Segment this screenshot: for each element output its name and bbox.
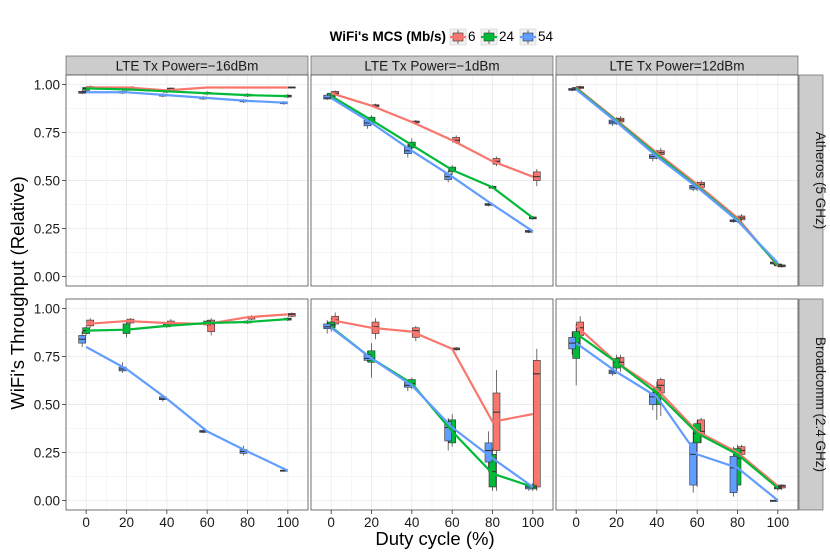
legend-label-6: 6 [468, 29, 476, 44]
y-tick-label: 1.00 [34, 78, 60, 93]
facet-panel [310, 298, 554, 511]
y-axis-title: WiFi's Throughput (Relative) [7, 176, 28, 410]
series-line-24 [330, 95, 534, 219]
box-body [689, 442, 697, 486]
x-tick-label: 80 [240, 515, 255, 530]
x-tick-label: 20 [609, 515, 624, 530]
panel-border [310, 298, 554, 511]
x-tick-label: 60 [200, 515, 215, 530]
facet-panel [65, 298, 309, 511]
facet-strip-row-label: Broadcomm (2.4 GHz) [813, 337, 828, 472]
facet-strip-row-label: Atheros (5 GHz) [813, 132, 828, 230]
y-tick-label: 0.00 [34, 269, 60, 284]
x-axis-title: Duty cycle (%) [375, 528, 494, 549]
y-tick-label: 0.75 [34, 126, 60, 141]
legend-title: WiFi's MCS (Mb/s) [330, 29, 446, 44]
series-line-6 [330, 319, 534, 423]
y-tick-label: 0.50 [34, 174, 60, 189]
x-tick-label: 60 [445, 515, 460, 530]
x-tick-label: 100 [767, 515, 790, 530]
y-tick-label: 0.25 [34, 445, 60, 460]
facet-grid: LTE Tx Power=−16dBm LTE Tx Power=−1dBm LTE… [34, 55, 828, 530]
x-tick-label: 0 [572, 515, 580, 530]
facet-panel [310, 74, 554, 287]
box-body [729, 455, 738, 494]
x-tick-label: 20 [364, 515, 379, 530]
series-line-54 [575, 342, 779, 502]
facet-panel [555, 298, 799, 511]
panel-border [555, 298, 799, 511]
y-tick-label: 0.25 [34, 221, 60, 236]
series-line-54 [575, 88, 779, 264]
x-tick-label: 80 [730, 515, 745, 530]
x-tick-label: 40 [404, 515, 419, 530]
x-tick-label: 0 [82, 515, 90, 530]
x-tick-label: 40 [649, 515, 664, 530]
panel-border [555, 74, 799, 287]
facet-strip-row [798, 298, 824, 511]
legend: WiFi's MCS (Mb/s) 6 24 54 [330, 28, 554, 46]
series-line-54 [330, 326, 534, 488]
legend-label-54: 54 [538, 29, 554, 44]
facet-strip-column-label: LTE Tx Power=−1dBm [364, 59, 499, 74]
series-line-6 [330, 92, 534, 178]
x-tick-label: 100 [522, 515, 545, 530]
series-line-24 [575, 332, 779, 489]
y-tick-label: 0.50 [34, 398, 60, 413]
facet-strip-row [798, 74, 824, 287]
box-body [533, 360, 541, 488]
y-tick-label: 0.00 [34, 493, 60, 508]
x-tick-label: 80 [485, 515, 500, 530]
series-line-54 [85, 345, 289, 472]
x-tick-label: 0 [327, 515, 335, 530]
box-body [207, 319, 215, 332]
panel-border [310, 74, 554, 287]
series-line-54 [86, 91, 288, 104]
y-tick-label: 1.00 [34, 302, 60, 317]
facet-panel [555, 74, 799, 287]
box-body [649, 392, 657, 405]
legend-label-24: 24 [499, 29, 515, 44]
y-tick-label: 0.75 [34, 350, 60, 365]
series-line-54 [330, 97, 534, 233]
facet-strip-column-label: LTE Tx Power=12dBm [610, 59, 745, 74]
facet-panel [65, 74, 309, 287]
x-tick-label: 20 [119, 515, 134, 530]
x-tick-label: 60 [690, 515, 705, 530]
series-line-6 [86, 86, 288, 92]
series-line-24 [86, 87, 288, 98]
x-tick-label: 100 [277, 515, 300, 530]
series-line-24 [86, 318, 288, 332]
facet-strip-column-label: LTE Tx Power=−16dBm [116, 59, 259, 74]
x-tick-label: 40 [159, 515, 174, 530]
